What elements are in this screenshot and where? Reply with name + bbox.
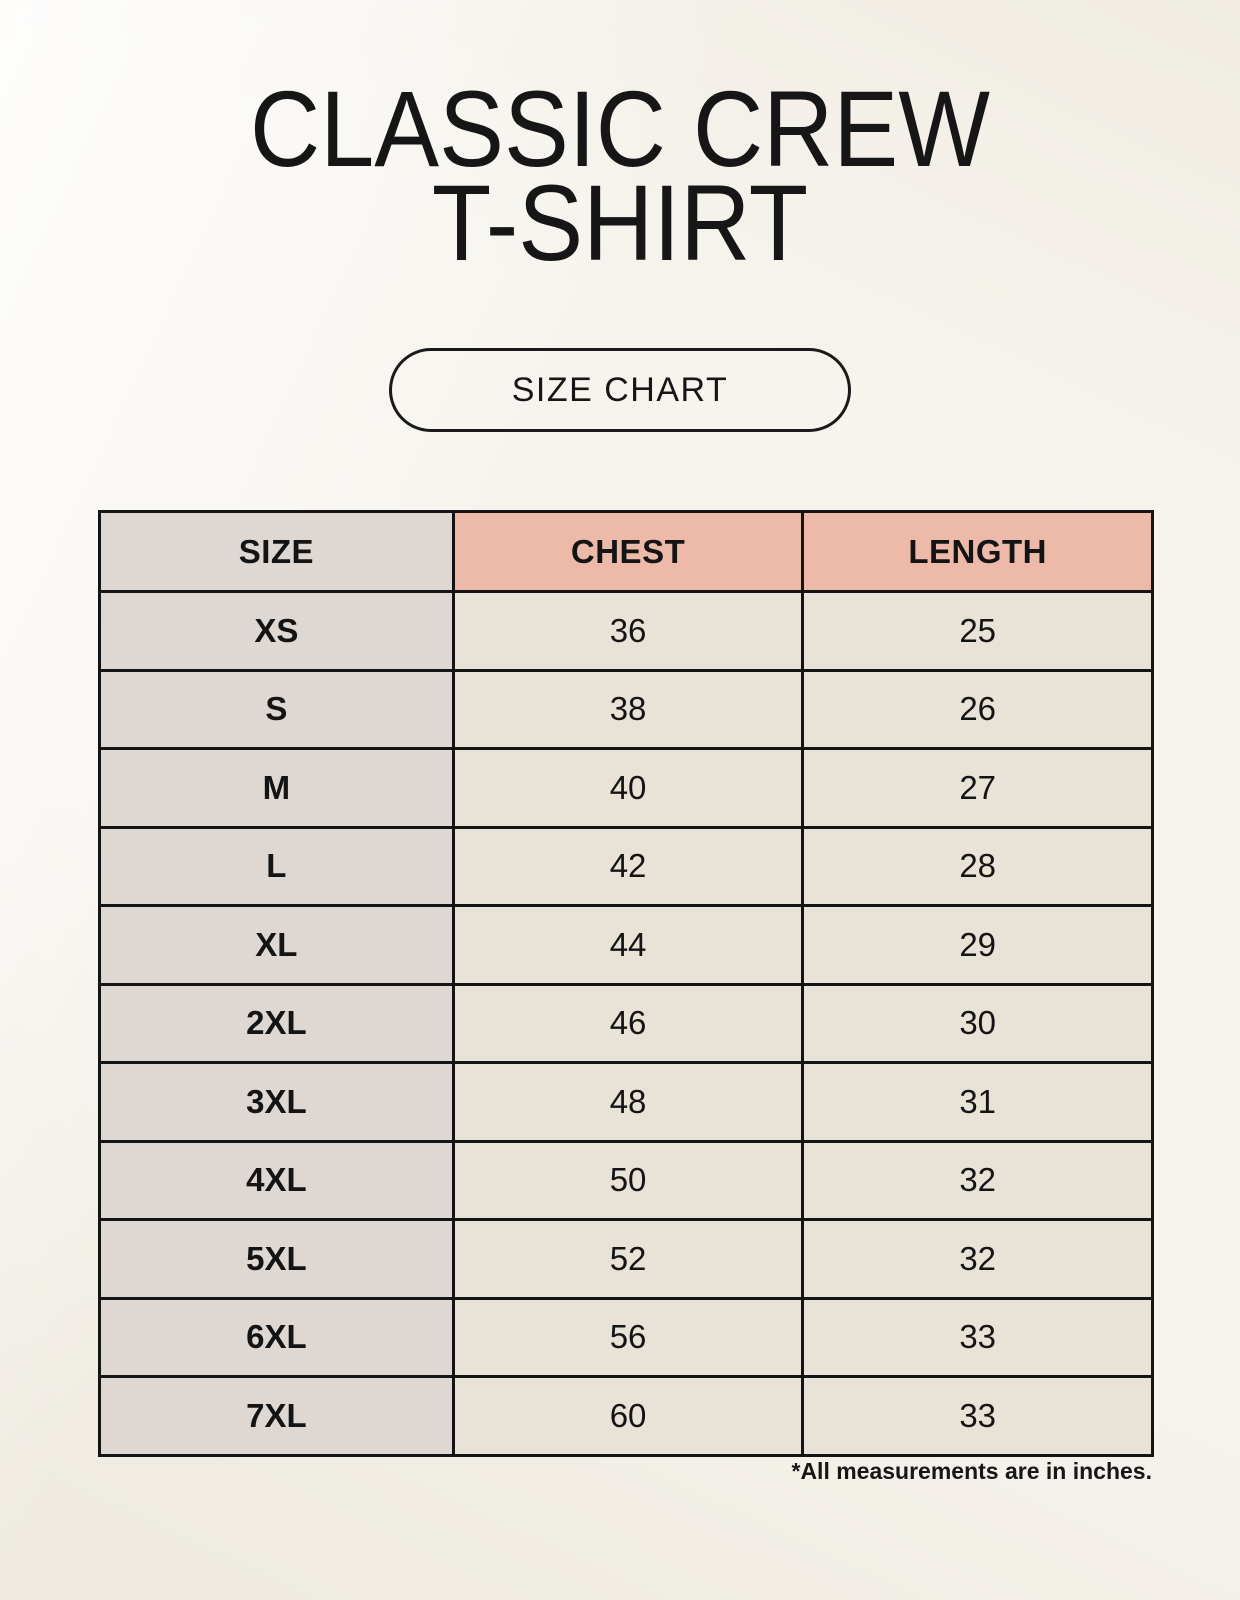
table-row: 7XL 60 33	[98, 1375, 1154, 1457]
size-cell: XS	[98, 590, 455, 672]
chest-cell: 52	[451, 1218, 805, 1300]
table-row: M 40 27	[98, 747, 1154, 829]
table-row: 3XL 48 31	[98, 1061, 1154, 1143]
size-table: SIZE CHEST LENGTH XS 36 25 S 38 26 M 40 …	[98, 510, 1154, 1457]
table-row: 6XL 56 33	[98, 1296, 1154, 1378]
length-cell: 33	[801, 1296, 1154, 1378]
length-cell: 25	[801, 590, 1154, 672]
chest-cell: 42	[451, 825, 805, 907]
length-cell: 32	[801, 1139, 1154, 1221]
table-row: XL 44 29	[98, 904, 1154, 986]
size-cell: L	[98, 825, 455, 907]
column-header-length: LENGTH	[801, 510, 1154, 593]
chest-cell: 60	[451, 1375, 805, 1457]
size-cell: 7XL	[98, 1375, 455, 1457]
size-cell: 4XL	[98, 1139, 455, 1221]
length-cell: 27	[801, 747, 1154, 829]
column-header-chest: CHEST	[451, 510, 805, 593]
size-chart-button-label: SIZE CHART	[511, 370, 729, 409]
table-row: S 38 26	[98, 668, 1154, 750]
length-cell: 33	[801, 1375, 1154, 1457]
measurements-footnote: *All measurements are in inches.	[791, 1458, 1153, 1484]
column-header-size: SIZE	[98, 510, 455, 593]
table-header-row: SIZE CHEST LENGTH	[98, 510, 1154, 593]
chest-cell: 36	[451, 590, 805, 672]
size-cell: XL	[98, 904, 455, 986]
size-cell: M	[98, 747, 455, 829]
length-cell: 26	[801, 668, 1154, 750]
size-cell: 2XL	[98, 982, 455, 1064]
table-row: 5XL 52 32	[98, 1218, 1154, 1300]
page-title: CLASSIC CREW T-SHIRT	[62, 68, 1178, 283]
table-row: 2XL 46 30	[98, 982, 1154, 1064]
length-cell: 29	[801, 904, 1154, 986]
page-title-line1: CLASSIC CREW	[250, 68, 990, 189]
chest-cell: 44	[451, 904, 805, 986]
length-cell: 31	[801, 1061, 1154, 1143]
table-row: 4XL 50 32	[98, 1139, 1154, 1221]
table-row: XS 36 25	[98, 590, 1154, 672]
chest-cell: 38	[451, 668, 805, 750]
table-row: L 42 28	[98, 825, 1154, 907]
chest-cell: 50	[451, 1139, 805, 1221]
chest-cell: 40	[451, 747, 805, 829]
length-cell: 30	[801, 982, 1154, 1064]
chest-cell: 46	[451, 982, 805, 1064]
size-cell: 3XL	[98, 1061, 455, 1143]
length-cell: 32	[801, 1218, 1154, 1300]
size-cell: S	[98, 668, 455, 750]
chest-cell: 48	[451, 1061, 805, 1143]
size-cell: 6XL	[98, 1296, 455, 1378]
page-title-line2: T-SHIRT	[431, 161, 809, 283]
chest-cell: 56	[451, 1296, 805, 1378]
size-chart-button[interactable]: SIZE CHART	[389, 348, 851, 432]
length-cell: 28	[801, 825, 1154, 907]
size-cell: 5XL	[98, 1218, 455, 1300]
